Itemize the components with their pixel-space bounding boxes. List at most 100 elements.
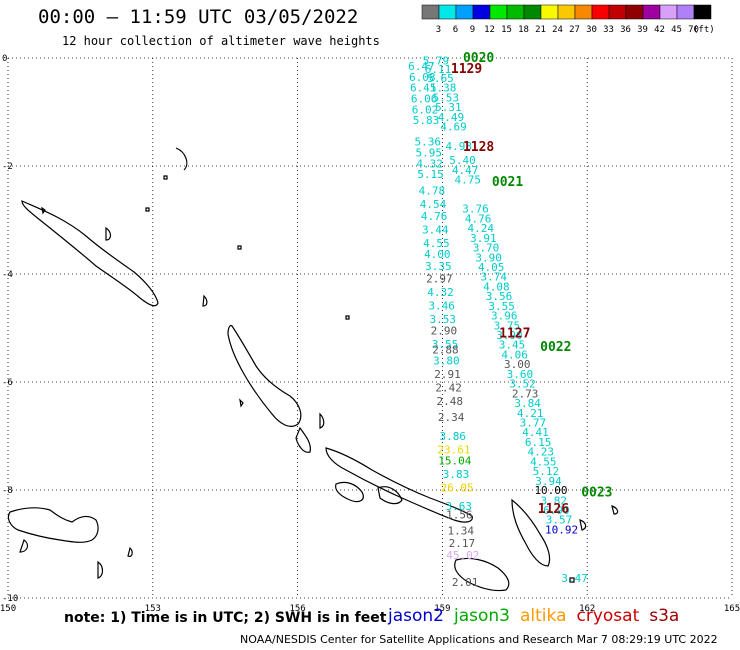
swh-value: 5.38 [430,82,457,95]
swh-value: 4.00 [424,248,451,261]
y-tick-label: -10 [2,594,18,604]
y-tick-label: 0 [2,54,7,64]
swh-value: 3.57 [546,514,573,527]
swh-value: 6.15 [525,436,552,449]
colorbar-swatch [506,4,525,20]
colorbar-swatch [642,4,661,20]
swh-value: 3.60 [507,368,534,381]
colorbar-tick: 30 [586,25,597,35]
credit-line: NOAA/NESDIS Center for Satellite Applica… [240,633,718,646]
y-tick-label: -6 [2,378,13,388]
swh-value: 3.76 [462,203,489,216]
swh-value: 2.73 [512,387,539,400]
swh-value: 26.05 [441,481,474,494]
swh-value: 2.42 [435,381,462,394]
colorbar-unit: (ft) [693,25,715,35]
colorbar-swatch [693,4,712,20]
colorbar-swatch [438,4,457,20]
swh-value: 5.12 [533,465,560,478]
swh-value: 4.98 [446,140,473,153]
swh-value: 6.41 [410,82,437,95]
x-tick-label: 159 [434,604,450,614]
swh-value: 3.75 [494,319,521,332]
swh-value: 3.47 [561,572,588,585]
swh-value: 3.91 [470,232,497,245]
swh-value: 4.32 [427,286,454,299]
swh-value: 3.63 [445,500,472,513]
swh-value: 4.32 [416,157,443,170]
swh-value: 4.08 [483,280,510,293]
swh-value: 3.45 [499,339,526,352]
colorbar-swatch [421,4,440,20]
x-tick-label: 156 [289,604,305,614]
swh-value: 4.78 [419,184,446,197]
swh-value: 3.86 [440,430,467,443]
colorbar-tick: 24 [552,25,563,35]
colorbar-swatch [625,4,644,20]
swh-value: 3.52 [509,378,536,391]
colorbar-tick: 42 [654,25,665,35]
satellite-legend-jason3: jason3 [454,606,510,626]
swh-value: 2.88 [432,344,459,357]
swh-value: 3.44 [422,224,449,237]
colorbar-swatch [557,4,576,20]
colorbar-swatch [489,4,508,20]
map-subtitle: 12 hour collection of altimeter wave hei… [62,34,380,48]
swh-value: 6.11 [425,63,452,76]
swh-value: 4.47 [452,164,479,177]
swh-value: 6.47 [408,60,435,73]
colorbar-tick: 18 [518,25,529,35]
swh-value: 1.34 [448,525,475,538]
swh-value: 5.95 [415,147,442,160]
swh-value: 3.94 [535,475,562,488]
colorbar-tick: 15 [501,25,512,35]
track-time-label: 0022 [540,340,571,355]
swh-value: 4.24 [468,222,495,235]
colorbar-tick: 12 [484,25,495,35]
swh-value: 3.77 [520,417,547,430]
colorbar-swatch [676,4,695,20]
swh-value: 1.56 [446,508,473,521]
swh-value: 6.02 [412,103,439,116]
colorbar-tick: 6 [453,25,458,35]
colorbar-swatch [540,4,559,20]
swh-value: 3.90 [475,251,502,264]
colorbar-swatch [472,4,491,20]
swh-value: 6.06 [411,93,438,106]
x-tick-label: 165 [724,604,740,614]
swh-value: 5.65 [427,72,454,85]
swh-value: 2.34 [438,411,465,424]
swh-value: 2.17 [449,537,476,550]
swh-value: 4.41 [522,426,549,439]
swh-value: 45.02 [446,549,479,562]
swh-value: 5.36 [415,136,442,149]
swh-value: 2.91 [434,368,461,381]
units-note: note: 1) Time is in UTC; 2) SWH is in fe… [64,610,387,626]
swh-value: 5.79 [423,55,450,68]
colorbar-swatch [591,4,610,20]
map-grid [7,57,733,599]
swh-value: 2.01 [452,576,479,589]
swh-value: 4.69 [440,121,467,134]
swh-value: 3.55 [432,338,459,351]
swh-value: 4.49 [438,111,465,124]
swh-value: 3.84 [514,397,541,410]
swh-value: 4.76 [421,210,448,223]
colorbar-tick: 70 [688,25,699,35]
x-tick-label: 150 [0,604,16,614]
swh-value: 6.08 [409,71,436,84]
swh-value: 23.61 [437,444,470,457]
swh-value: 2.97 [426,272,453,285]
swh-value: 3.56 [486,290,513,303]
swh-value: 3.55 [488,300,515,313]
map-title: 00:00 — 11:59 UTC 03/05/2022 [38,6,359,28]
satellite-legend: jason2 jason3 altika cryosat s3a [388,606,689,626]
swh-value: 3.00 [504,358,531,371]
swh-value: 5.31 [435,101,462,114]
colorbar-swatch [574,4,593,20]
swh-value: 4.54 [420,198,447,211]
swh-value: 3.35 [425,260,452,273]
swh-value: 4.55 [423,237,450,250]
swh-value: 4.55 [530,455,557,468]
swh-value: 4.05 [478,261,505,274]
